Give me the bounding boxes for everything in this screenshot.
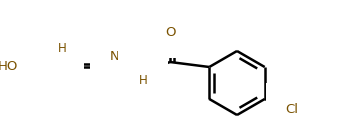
Text: Cl: Cl — [286, 102, 299, 115]
Text: HO: HO — [0, 61, 18, 73]
Text: H: H — [139, 75, 147, 88]
Text: N: N — [110, 51, 120, 64]
Text: O: O — [165, 25, 175, 38]
Text: H: H — [57, 42, 66, 55]
Text: N: N — [138, 64, 148, 76]
Text: N: N — [49, 51, 59, 64]
